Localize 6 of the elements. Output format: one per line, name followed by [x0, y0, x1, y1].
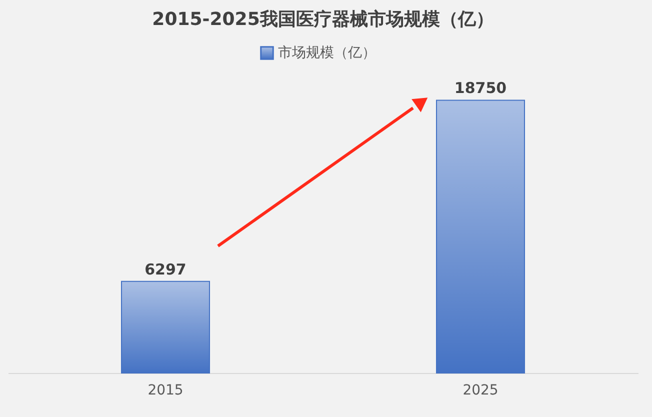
chart-title: 2015-2025我国医疗器械市场规模（亿）	[152, 9, 494, 30]
legend-label: 市场规模（亿）	[278, 45, 376, 61]
x-tick-label: 2025	[462, 382, 498, 398]
data-label: 18750	[454, 79, 507, 98]
data-label: 6297	[144, 260, 186, 278]
x-tick-label: 2015	[148, 382, 184, 398]
